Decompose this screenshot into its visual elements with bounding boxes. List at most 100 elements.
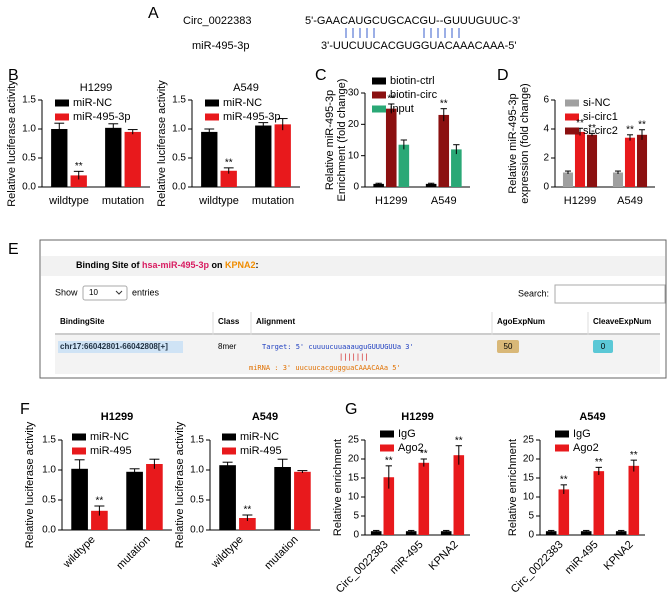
header-cell: BindingSite bbox=[60, 317, 105, 326]
legend-swatch bbox=[372, 105, 386, 113]
circ-seq: 5'-GAACAUGCUGCACGU--GUUUGUUC-3' bbox=[305, 15, 520, 27]
annotation: ** bbox=[560, 474, 568, 485]
y-tick-label: 1.5 bbox=[42, 435, 56, 446]
annotation: ** bbox=[455, 435, 463, 446]
legend-swatch bbox=[555, 444, 569, 452]
y-tick-label: 1.0 bbox=[190, 465, 204, 476]
circ-name: Circ_0022383 bbox=[183, 15, 252, 27]
bar bbox=[405, 531, 417, 535]
legend-swatch bbox=[555, 430, 569, 438]
x-tick-label: mutation bbox=[252, 195, 294, 207]
bar bbox=[274, 467, 291, 530]
y-axis-label: Relative luciferase activity bbox=[174, 421, 186, 548]
y-tick-label: 15 bbox=[348, 473, 360, 484]
bar bbox=[105, 127, 122, 187]
header-cell: AgoExpNum bbox=[497, 317, 545, 326]
bar bbox=[398, 144, 410, 187]
annotation: ** bbox=[588, 123, 596, 134]
site-highlight bbox=[58, 341, 183, 353]
legend-label: biotin-circ bbox=[390, 89, 438, 101]
annotation: ** bbox=[225, 158, 233, 169]
y-tick-label: 1.5 bbox=[172, 95, 186, 106]
legend-label: miR-NC bbox=[223, 97, 262, 109]
chart-title: A549 bbox=[579, 411, 605, 423]
bar bbox=[51, 129, 68, 187]
cleave-cell: 0 bbox=[601, 342, 606, 351]
y-tick-label: 30 bbox=[348, 88, 360, 99]
y-tick-label: 4 bbox=[543, 124, 549, 135]
ago-badge bbox=[497, 340, 519, 353]
show-label: Show bbox=[55, 287, 78, 297]
page-size-select[interactable] bbox=[82, 285, 128, 301]
y-tick-label: 20 bbox=[523, 454, 535, 465]
y-tick-label: 25 bbox=[523, 435, 535, 446]
x-tick-label: miR-495 bbox=[388, 539, 426, 577]
bar bbox=[438, 114, 450, 187]
y-axis-label: Relative luciferase activity bbox=[156, 80, 168, 207]
y-tick-label: 0 bbox=[543, 182, 549, 193]
legend-label: input bbox=[390, 103, 414, 115]
annotation: ** bbox=[638, 119, 646, 130]
mir-seq: 3'-UUCUUCACGUGGUACAAACAAA-5' bbox=[321, 40, 517, 52]
table-header: BindingSite Class Alignment AgoExpNum Cl… bbox=[60, 317, 651, 326]
x-tick-label: wildtype bbox=[48, 195, 89, 207]
annotation: ** bbox=[244, 505, 252, 516]
legend-swatch bbox=[222, 447, 236, 455]
y-tick-label: 0 bbox=[528, 530, 534, 541]
y-tick-label: 1.5 bbox=[190, 435, 204, 446]
y-tick-label: 10 bbox=[523, 492, 535, 503]
x-tick-label: miR-495 bbox=[563, 539, 601, 577]
legend-label: si-circ1 bbox=[583, 111, 618, 123]
bar bbox=[636, 134, 648, 187]
y-tick-label: 5 bbox=[353, 511, 359, 522]
bar bbox=[239, 518, 256, 530]
bar bbox=[586, 134, 598, 187]
x-tick-label: A549 bbox=[617, 195, 643, 207]
legend-label: miR-495-3p bbox=[73, 111, 130, 123]
x-tick-label: A549 bbox=[431, 195, 457, 207]
y-tick-label: 0.5 bbox=[172, 153, 186, 164]
legend-label: miR-NC bbox=[90, 431, 129, 443]
bar bbox=[418, 462, 430, 535]
legend-label: IgG bbox=[573, 428, 591, 440]
bar bbox=[219, 465, 236, 530]
bar bbox=[440, 531, 452, 535]
y-axis-label: Relative miR-495-3p bbox=[507, 93, 519, 193]
header-cell: Class bbox=[218, 317, 240, 326]
y-axis-label: Relative miR-495-3p bbox=[324, 90, 336, 190]
y-tick-label: 0 bbox=[353, 530, 359, 541]
legend-label: IgG bbox=[398, 428, 416, 440]
bar bbox=[71, 468, 88, 530]
y-tick-label: 20 bbox=[348, 454, 360, 465]
legend-label: biotin-ctrl bbox=[390, 75, 435, 87]
legend-swatch bbox=[372, 91, 386, 99]
annotation: ** bbox=[626, 124, 634, 135]
bar bbox=[255, 125, 272, 187]
x-tick-label: wildtype bbox=[60, 534, 97, 571]
bar bbox=[383, 477, 395, 535]
y-tick-label: 0.0 bbox=[172, 182, 186, 193]
panel-label: A bbox=[148, 5, 159, 22]
page-size: 10 bbox=[89, 288, 98, 297]
site-cell: chr17:66042801-66042808[+] bbox=[60, 342, 168, 351]
bar bbox=[201, 131, 218, 187]
annotation: ** bbox=[440, 98, 448, 109]
legend-swatch bbox=[372, 77, 386, 85]
mir-name: miR-495-3p bbox=[192, 40, 249, 52]
bar bbox=[220, 170, 237, 187]
x-tick-label: Circ_0022383 bbox=[509, 539, 566, 596]
search-input[interactable] bbox=[554, 284, 666, 304]
x-tick-label: KPNA2 bbox=[602, 539, 636, 573]
y-tick-label: 1.0 bbox=[172, 124, 186, 135]
legend-label: miR-495-3p bbox=[223, 111, 280, 123]
bar bbox=[624, 137, 636, 187]
legend-swatch bbox=[380, 430, 394, 438]
annotation: ** bbox=[630, 450, 638, 461]
table-title-bar bbox=[41, 256, 665, 276]
annotation: ** bbox=[595, 457, 603, 468]
annotation: ** bbox=[420, 449, 428, 460]
y-tick-label: 10 bbox=[348, 150, 360, 161]
y-tick-label: 20 bbox=[348, 119, 360, 130]
class-cell: 8mer bbox=[218, 342, 237, 351]
